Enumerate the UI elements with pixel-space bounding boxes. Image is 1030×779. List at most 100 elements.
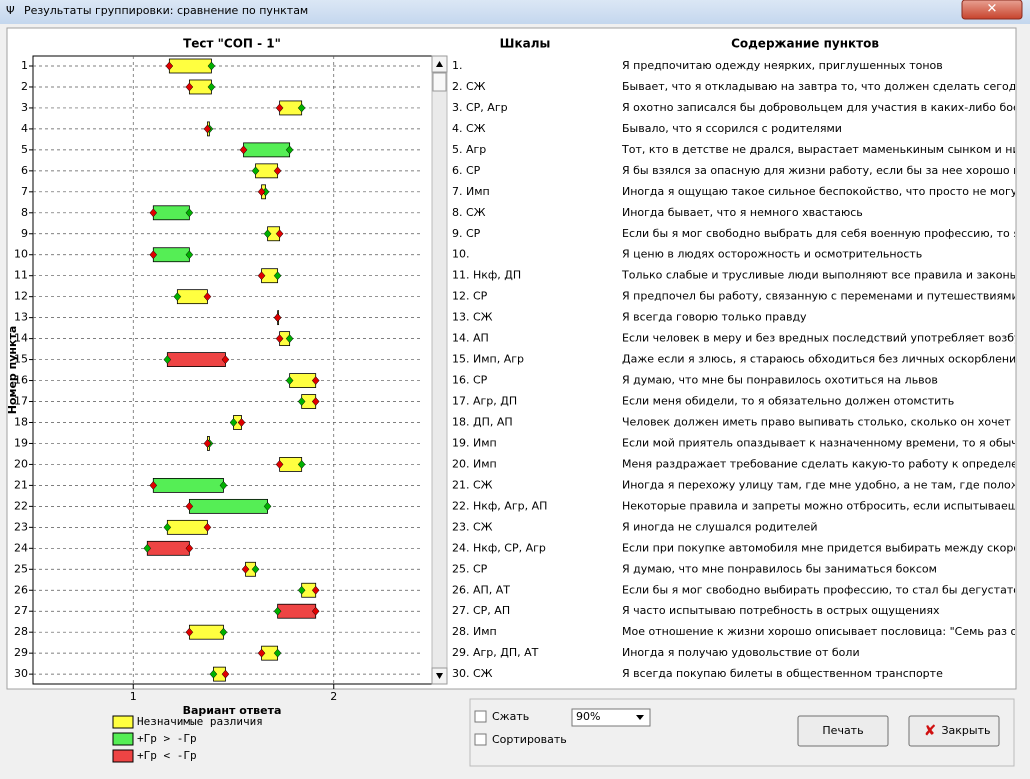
content-cell: Если бы я мог свободно выбрать для себя …: [622, 227, 1030, 240]
content-cell: Я предпочел бы работу, связанную с перем…: [622, 290, 1019, 303]
y-tick-label: 6: [21, 164, 28, 177]
content-cell: Если меня обидели, то я обязательно долж…: [622, 395, 954, 408]
close-icon: ✘: [924, 722, 937, 740]
scale-cell: 20. Имп: [452, 457, 497, 470]
range-bar: [278, 604, 316, 618]
scale-cell: 22. Нкф, Агр, АП: [452, 499, 547, 512]
scale-cell: 27. СР, АП: [452, 604, 510, 617]
scale-cell: 16. СР: [452, 374, 488, 387]
column-header: Содержание пунктов: [731, 37, 879, 51]
legend-label: Незначимые различия: [137, 715, 263, 728]
y-tick-label: 1: [21, 59, 28, 72]
scale-cell: 5. Агр: [452, 143, 486, 156]
y-tick-label: 12: [14, 290, 28, 303]
range-bar: [167, 520, 207, 534]
y-tick-label: 13: [14, 311, 28, 324]
scale-cell: 14. АП: [452, 332, 489, 345]
y-tick-label: 30: [14, 667, 28, 680]
legend-swatch: [113, 750, 133, 762]
scale-cell: 19. Имп: [452, 436, 497, 449]
close-window-icon: ✕: [987, 2, 998, 17]
y-tick-label: 3: [21, 101, 28, 114]
scale-cell: 25. СР: [452, 562, 488, 575]
scale-cell: 8. СЖ: [452, 206, 486, 219]
checkbox-label[interactable]: Сортировать: [492, 733, 567, 746]
content-cell: Если бы я мог свободно выбирать професси…: [622, 583, 1030, 596]
x-tick-label: 1: [130, 690, 137, 703]
scale-cell: 2. СЖ: [452, 80, 486, 93]
column-header: Шкалы: [500, 37, 551, 51]
range-bar: [147, 541, 189, 555]
content-cell: Меня раздражает требование сделать какую…: [622, 457, 1030, 470]
content-cell: Бывало, что я ссорился с родителями: [622, 122, 842, 135]
y-tick-label: 28: [14, 625, 28, 638]
range-bar: [153, 478, 223, 492]
content-cell: Только слабые и трусливые люди выполняют…: [621, 269, 1018, 282]
legend-swatch: [113, 733, 133, 745]
range-bar: [167, 353, 225, 367]
scale-cell: 3. СР, Агр: [452, 101, 508, 114]
scale-cell: 23. СЖ: [452, 520, 493, 533]
scale-cell: 18. ДП, АП: [452, 415, 513, 428]
y-tick-label: 17: [14, 395, 28, 408]
window-icon: Ψ: [6, 4, 15, 17]
y-tick-label: 16: [14, 374, 28, 387]
scale-cell: 21. СЖ: [452, 478, 493, 491]
y-tick-label: 25: [14, 562, 28, 575]
scale-cell: 12. СР: [452, 290, 488, 303]
content-cell: Иногда я получаю удовольствие от боли: [622, 646, 860, 659]
content-cell: Иногда я ощущаю такое сильное беспокойст…: [622, 185, 1030, 198]
scroll-track[interactable]: [432, 56, 447, 684]
range-bar: [189, 499, 267, 513]
range-bar: [169, 59, 211, 73]
y-tick-label: 9: [21, 227, 28, 240]
dropdown-value: 90%: [576, 710, 600, 723]
content-cell: Иногда бывает, что я немного хвастаюсь: [622, 206, 863, 219]
scrollbar[interactable]: [432, 56, 447, 684]
scale-cell: 15. Имп, Агр: [452, 353, 524, 366]
content-cell: Я бы взялся за опасную для жизни работу,…: [622, 164, 1030, 177]
checkbox[interactable]: [475, 711, 486, 722]
y-tick-label: 8: [21, 206, 28, 219]
y-tick-label: 21: [14, 478, 28, 491]
content-cell: Я предпочитаю одежду неярких, приглушенн…: [622, 59, 943, 72]
content-cell: Иногда я перехожу улицу там, где мне удо…: [622, 478, 1030, 491]
scale-cell: 9. СР: [452, 227, 481, 240]
y-tick-label: 7: [21, 185, 28, 198]
y-tick-label: 10: [14, 248, 28, 261]
y-tick-label: 23: [14, 520, 28, 533]
scale-cell: 10.: [452, 248, 470, 261]
content-cell: Если мой приятель опаздывает к назначенн…: [622, 436, 1030, 449]
checkbox-label[interactable]: Сжать: [492, 710, 529, 723]
content-cell: Некоторые правила и запреты можно отброс…: [622, 499, 1030, 512]
y-tick-label: 18: [14, 415, 28, 428]
scale-cell: 6. СР: [452, 164, 481, 177]
content-cell: Мое отношение к жизни хорошо описывает п…: [622, 625, 1030, 638]
scale-cell: 13. СЖ: [452, 311, 493, 324]
content-cell: Я охотно записался бы добровольцем для у…: [622, 101, 1030, 114]
range-bar: [189, 625, 223, 639]
y-tick-label: 4: [21, 122, 28, 135]
scale-cell: 29. Агр, ДП, АТ: [452, 646, 539, 659]
y-tick-label: 15: [14, 353, 28, 366]
y-tick-label: 19: [14, 436, 28, 449]
content-cell: Человек должен иметь право выпивать стол…: [622, 415, 1011, 428]
legend-label: +Гр < -Гр: [137, 749, 197, 762]
scale-cell: 30. СЖ: [452, 667, 493, 680]
checkbox[interactable]: [475, 734, 486, 745]
y-tick-label: 14: [14, 332, 28, 345]
chart-title: Тест "СОП - 1": [183, 37, 281, 51]
range-bar: [177, 290, 207, 304]
range-bar: [153, 206, 189, 220]
scale-cell: 24. Нкф, СР, Агр: [452, 541, 546, 554]
scale-cell: 26. АП, АТ: [452, 583, 510, 596]
scale-cell: 17. Агр, ДП: [452, 395, 517, 408]
scale-cell: 4. СЖ: [452, 122, 486, 135]
window-title: Результаты группировки: сравнение по пун…: [24, 4, 308, 17]
range-bar: [290, 374, 316, 388]
range-bar: [244, 143, 290, 157]
scroll-thumb[interactable]: [433, 73, 446, 91]
scale-cell: 28. Имп: [452, 625, 497, 638]
